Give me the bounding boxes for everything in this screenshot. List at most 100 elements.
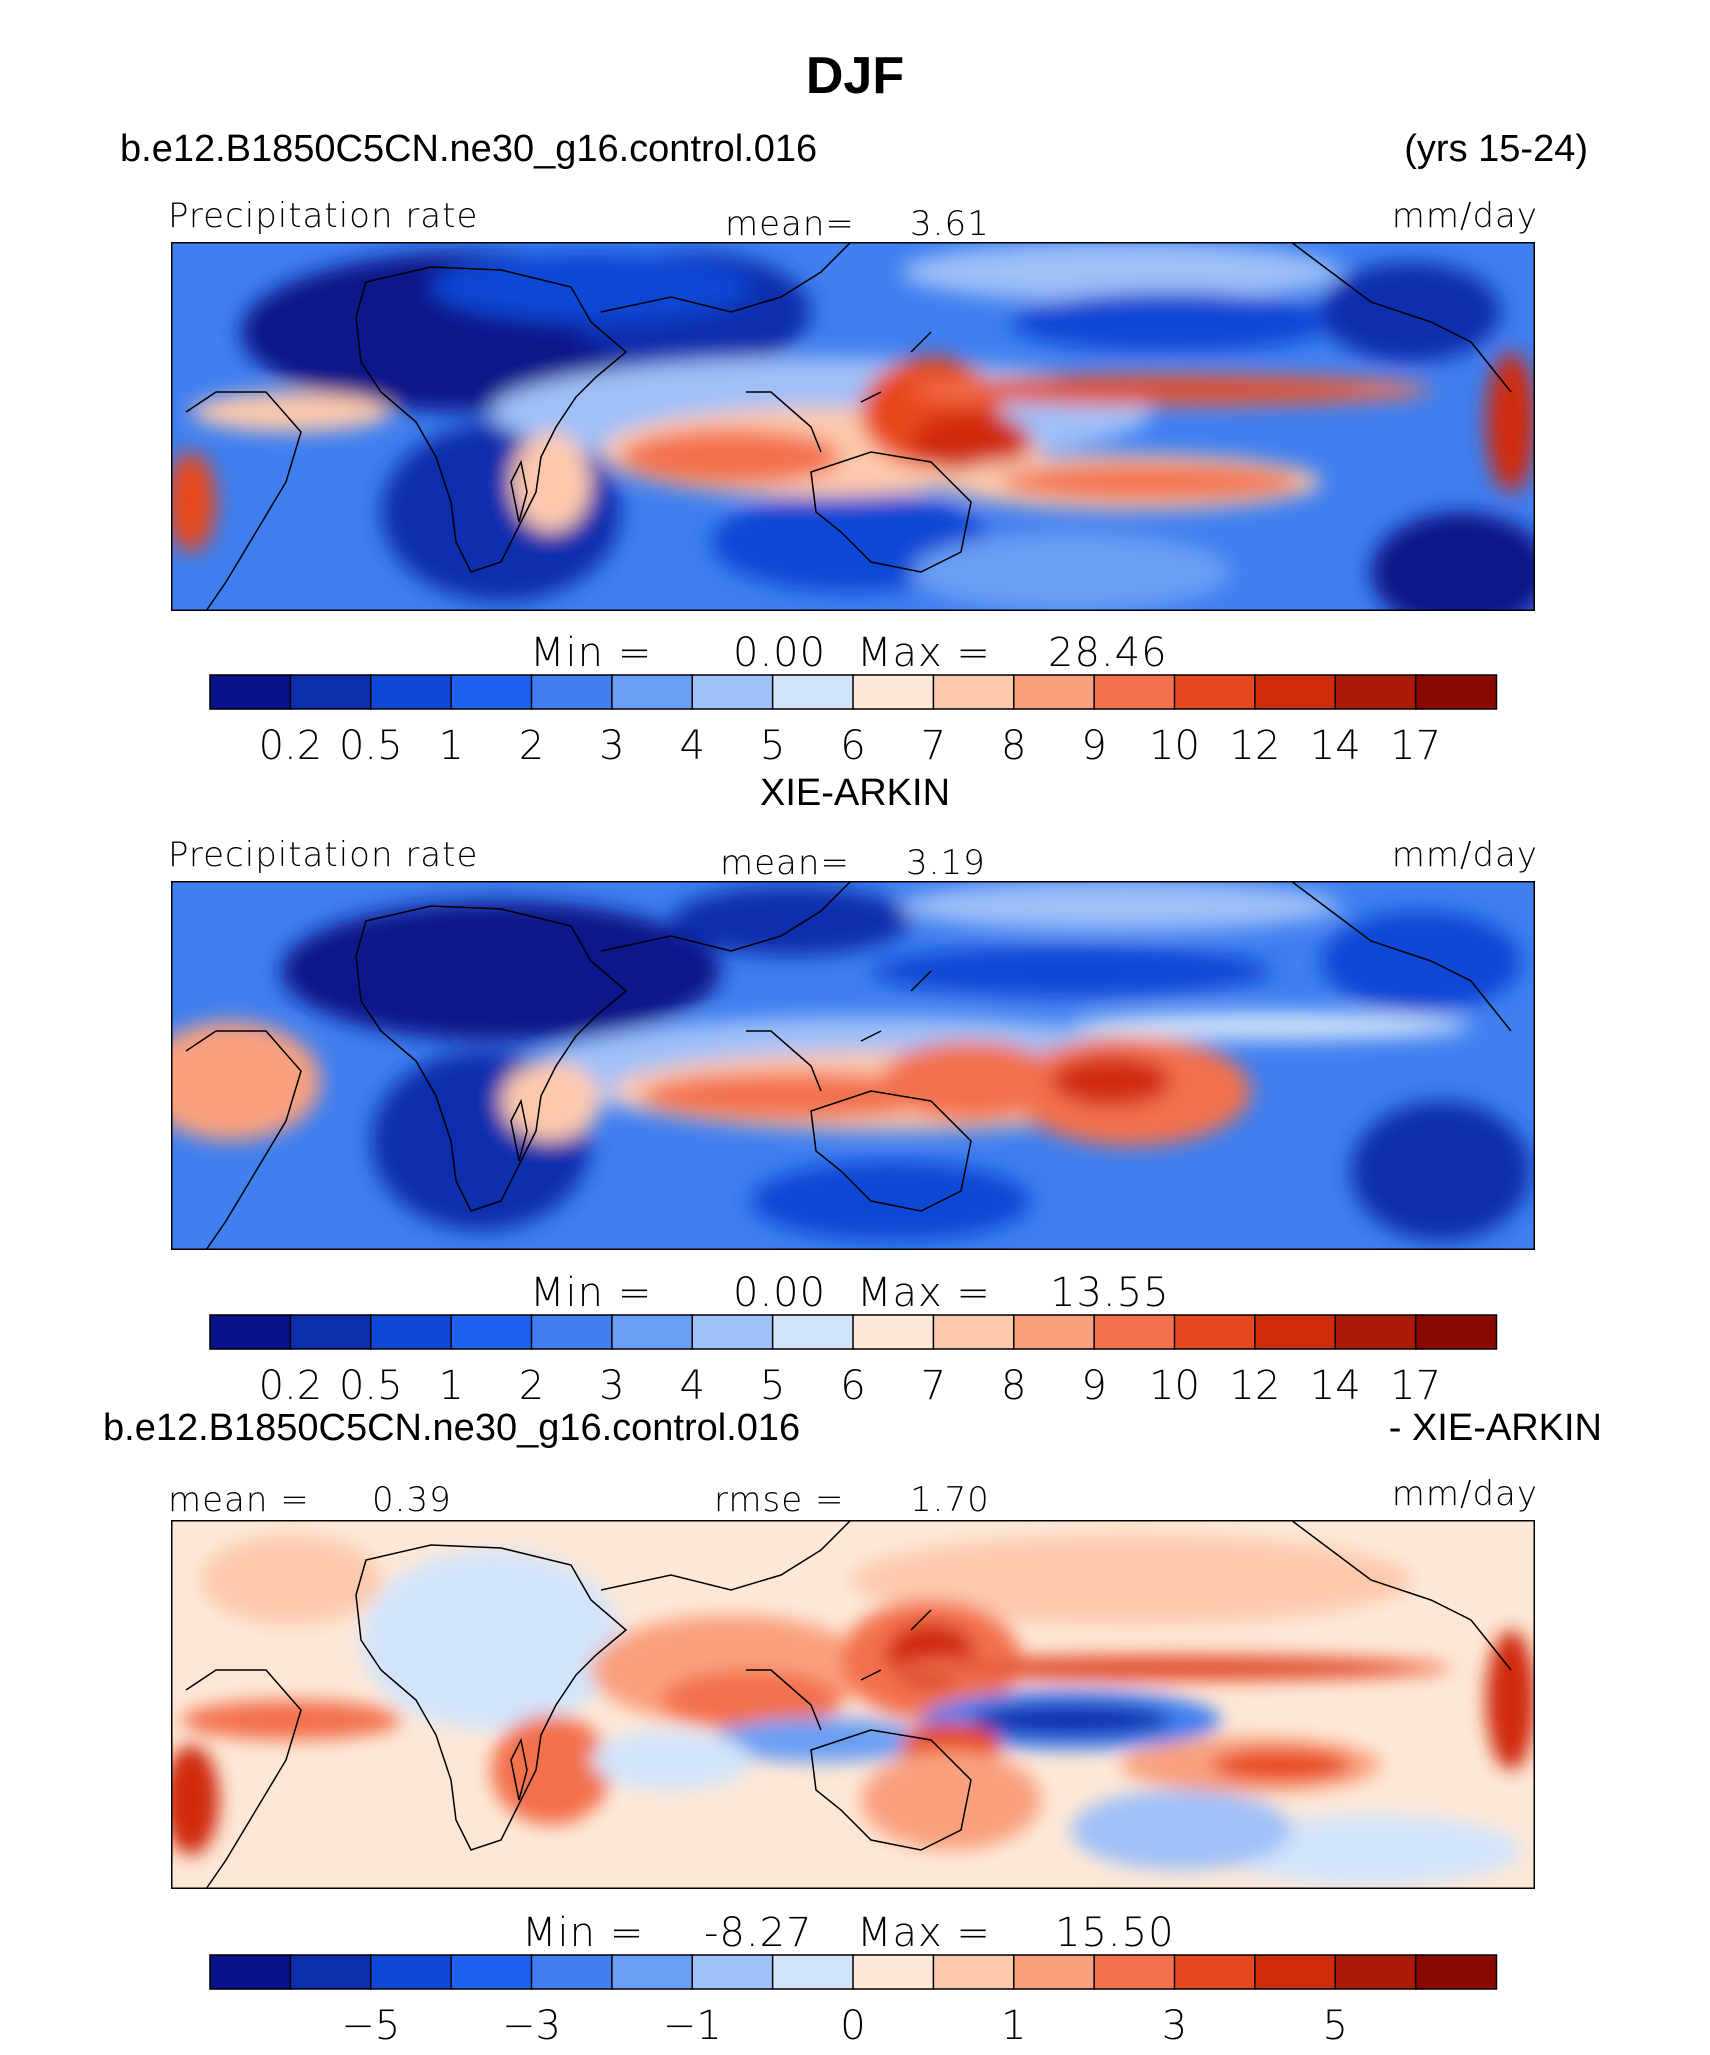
colorbar-tick-label: 7	[921, 723, 946, 769]
colorbar-swatch	[289, 1314, 372, 1350]
panel-2-max-label: Max =	[857, 1270, 991, 1316]
colorbar-tick-label: 1	[1001, 2003, 1026, 2049]
colorbar-tick-label: 7	[921, 1363, 946, 1409]
panel-3-min-label: Min =	[522, 1910, 645, 1956]
panel-2-units: mm/day	[1391, 835, 1538, 875]
colorbar-swatch	[771, 1954, 855, 1990]
panel-1-right-title: (yrs 15-24)	[1404, 128, 1588, 170]
panel-3-units: mm/day	[1391, 1474, 1538, 1514]
colorbar-tick-label: 0.2	[259, 723, 323, 769]
colorbar-swatch	[932, 1954, 1015, 1990]
panel-2-mean-label: mean=	[720, 843, 850, 883]
colorbar-swatch	[691, 1314, 774, 1350]
colorbar-tick-label: −5	[341, 2003, 400, 2049]
panel-3-max-value: 15.50	[1055, 1910, 1175, 1956]
colorbar-swatch	[530, 1314, 614, 1350]
panel-3-left-title: b.e12.B1850C5CN.ne30_g16.control.016	[103, 1407, 801, 1449]
panel-1-colorbar: 0.2 0.5 1 2 3 4 5 6 7 8 9 10 12 14 17	[209, 674, 1498, 769]
colorbar-swatch	[370, 1954, 453, 1990]
panel-3-rmse-value: 1.70	[910, 1480, 990, 1520]
colorbar-tick-label: 12	[1229, 1363, 1280, 1409]
colorbar-swatch	[1414, 1954, 1498, 1990]
colorbar-tick-label: 4	[680, 723, 705, 769]
colorbar-swatch	[289, 1954, 372, 1990]
panel-3-colorbar: −5 −3 −1 0 1 3 5	[209, 1954, 1498, 2049]
colorbar-tick-label: −1	[663, 2003, 722, 2049]
colorbar-swatch	[1334, 1954, 1417, 1990]
colorbar-swatch	[1254, 1954, 1337, 1990]
panel-2-min-value: 0.00	[733, 1270, 827, 1316]
panel-2-max-value: 13.55	[1050, 1270, 1170, 1316]
colorbar-tick-label: 10	[1149, 723, 1200, 769]
colorbar-swatch	[611, 1954, 694, 1990]
colorbar-swatch	[289, 674, 372, 710]
colorbar-swatch	[852, 674, 935, 710]
colorbar-tick-label: 5	[760, 1363, 785, 1409]
colorbar-tick-label: 6	[840, 723, 865, 769]
panel-1-min-value: 0.00	[733, 630, 827, 676]
colorbar-tick-label: 17	[1390, 1363, 1441, 1409]
colorbar-swatch	[771, 1314, 855, 1350]
colorbar-tick-label: −3	[502, 2003, 561, 2049]
colorbar-swatch	[1334, 674, 1417, 710]
colorbar-tick-label: 2	[519, 723, 544, 769]
colorbar-tick-label: 10	[1149, 1363, 1200, 1409]
colorbar-swatch	[1093, 1954, 1176, 1990]
colorbar-tick-label: 3	[599, 1363, 624, 1409]
panel-2-map	[171, 881, 1535, 1250]
colorbar-tick-label: 4	[680, 1363, 705, 1409]
colorbar-swatch	[1254, 674, 1337, 710]
colorbar-tick-label: 14	[1310, 1363, 1361, 1409]
panel-3-max-label: Max =	[857, 1910, 991, 1956]
panel-1-left-title: b.e12.B1850C5CN.ne30_g16.control.016	[120, 128, 818, 170]
colorbar-tick-label: 0	[840, 2003, 865, 2049]
colorbar-swatch	[771, 674, 855, 710]
colorbar-swatch	[450, 1314, 533, 1350]
colorbar-tick-label: 5	[760, 723, 785, 769]
panel-2-variable-label: Precipitation rate	[168, 835, 479, 875]
colorbar-swatch	[530, 674, 614, 710]
colorbar-tick-label: 9	[1081, 723, 1106, 769]
colorbar-swatch	[1093, 1314, 1176, 1350]
panel-1-max-value: 28.46	[1048, 630, 1168, 676]
colorbar-swatch	[611, 1314, 694, 1350]
colorbar-swatch	[209, 674, 292, 710]
colorbar-tick-label: 1	[438, 1363, 463, 1409]
colorbar-tick-label: 12	[1229, 723, 1280, 769]
colorbar-swatch	[209, 1314, 292, 1350]
colorbar-tick-label: 8	[1001, 723, 1026, 769]
colorbar-swatch	[450, 1954, 533, 1990]
colorbar-tick-label: 1	[438, 723, 463, 769]
panel-1-max-label: Max =	[857, 630, 991, 676]
colorbar-tick-label: 0.5	[339, 723, 403, 769]
colorbar-swatch	[1173, 1954, 1257, 1990]
panel-3-rmse-label: rmse =	[714, 1480, 845, 1520]
panel-2-colorbar: 0.2 0.5 1 2 3 4 5 6 7 8 9 10 12 14 17	[209, 1314, 1498, 1409]
colorbar-swatch	[1013, 1954, 1096, 1990]
colorbar-swatch	[932, 674, 1015, 710]
colorbar-tick-label: 2	[519, 1363, 544, 1409]
colorbar-tick-label: 9	[1081, 1363, 1106, 1409]
panel-3-mean-label: mean =	[168, 1480, 310, 1520]
colorbar-tick-label: 3	[1162, 2003, 1187, 2049]
colorbar-swatch	[209, 1954, 292, 1990]
colorbar-swatch	[1173, 1314, 1257, 1350]
colorbar-swatch	[852, 1314, 935, 1350]
colorbar-swatch	[1414, 674, 1498, 710]
panel-3-map	[171, 1520, 1535, 1889]
colorbar-swatch	[530, 1954, 614, 1990]
panel-2-title: XIE-ARKIN	[759, 772, 951, 814]
colorbar-tick-label: 0.5	[339, 1363, 403, 1409]
colorbar-swatch	[932, 1314, 1015, 1350]
panel-2-mean-value: 3.19	[906, 843, 986, 883]
panel-1-units: mm/day	[1391, 196, 1538, 236]
colorbar-swatch	[1414, 1314, 1498, 1350]
colorbar-swatch	[450, 674, 533, 710]
figure-title: DJF	[805, 47, 905, 105]
colorbar-tick-label: 3	[599, 723, 624, 769]
colorbar-swatch	[1254, 1314, 1337, 1350]
panel-1-min-label: Min =	[530, 630, 653, 676]
panel-3-right-title: - XIE-ARKIN	[1388, 1407, 1602, 1449]
colorbar-swatch	[852, 1954, 935, 1990]
colorbar-swatch	[691, 1954, 774, 1990]
